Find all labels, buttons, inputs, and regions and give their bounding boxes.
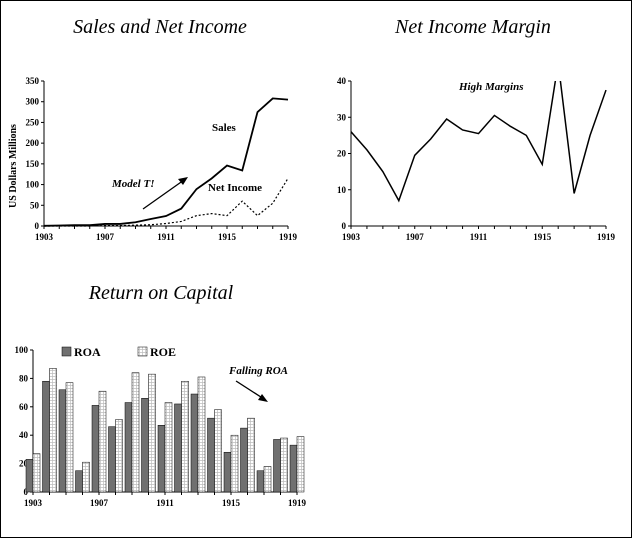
roe-bar bbox=[32, 453, 41, 493]
chart2-y-tick-label: 40 bbox=[337, 76, 347, 86]
chart3-y-tick-label: 40 bbox=[19, 430, 29, 440]
sales-line bbox=[43, 97, 289, 227]
roe-bar bbox=[296, 436, 305, 493]
roa-bar bbox=[141, 398, 149, 493]
chart2-y-tick-label: 20 bbox=[337, 149, 347, 159]
roe-bar bbox=[49, 368, 57, 493]
chart2-x-tick-label: 1919 bbox=[597, 232, 616, 242]
chart3-x-tick-label: 1903 bbox=[24, 498, 43, 508]
falling-roa-annotation: Falling ROA bbox=[228, 365, 288, 377]
roa-bar bbox=[75, 470, 83, 493]
chart1-y-tick-label: 50 bbox=[30, 200, 40, 210]
sales-label: Sales bbox=[212, 122, 237, 134]
roa-bar bbox=[223, 451, 232, 493]
chart1-y-tick-label: 0 bbox=[35, 221, 40, 231]
chart1-y-tick-label: 150 bbox=[26, 159, 40, 169]
roe-bar bbox=[98, 390, 107, 493]
net-income-label: Net Income bbox=[208, 182, 262, 194]
roa-bar bbox=[190, 393, 199, 493]
chart1-y-tick-label: 250 bbox=[26, 117, 40, 127]
roa-bar bbox=[240, 427, 248, 493]
legend-roe-swatch bbox=[137, 346, 148, 357]
chart1-y-axis-label: US Dollars Millions bbox=[8, 124, 19, 208]
chart1-x-tick-label: 1915 bbox=[218, 232, 237, 242]
net-income-line bbox=[44, 178, 289, 227]
chart2-y-tick-label: 30 bbox=[337, 112, 347, 122]
roa-bar bbox=[58, 389, 67, 493]
chart1-x-tick-label: 1903 bbox=[35, 232, 54, 242]
roe-bar bbox=[82, 461, 90, 493]
roa-bar bbox=[273, 439, 281, 493]
model-t-annotation: Model T! bbox=[111, 178, 154, 190]
chart3-x-tick-label: 1915 bbox=[222, 498, 241, 508]
chart2-x-tick-label: 1911 bbox=[470, 232, 488, 242]
chart3-x-tick-label: 1911 bbox=[156, 498, 174, 508]
chart1-y-tick-label: 300 bbox=[26, 97, 40, 107]
roa-bar bbox=[289, 444, 298, 493]
roe-bar bbox=[181, 380, 189, 493]
chart1-y-tick-label: 350 bbox=[26, 76, 40, 86]
chart3-x-tick-label: 1907 bbox=[90, 498, 109, 508]
chart2-x-tick-label: 1915 bbox=[533, 232, 552, 242]
roa-bar bbox=[108, 426, 116, 493]
roe-bar bbox=[115, 419, 123, 493]
legend-roa-swatch bbox=[61, 346, 72, 357]
chart3-title: Return on Capital bbox=[88, 282, 234, 304]
roe-bar bbox=[247, 417, 255, 493]
roe-bar bbox=[214, 409, 222, 493]
chart1-x-tick-label: 1907 bbox=[96, 232, 115, 242]
chart2-title: Net Income Margin bbox=[394, 16, 551, 38]
model-t-arrowhead bbox=[178, 177, 188, 185]
roa-bar bbox=[157, 425, 166, 493]
roa-bar bbox=[91, 405, 100, 493]
chart1-title: Sales and Net Income bbox=[73, 16, 247, 38]
roe-bar bbox=[280, 437, 288, 493]
roe-bar bbox=[197, 376, 206, 493]
legend-roe-label: ROE bbox=[150, 345, 176, 359]
chart2-x-tick-label: 1907 bbox=[406, 232, 425, 242]
roe-bar bbox=[148, 373, 156, 493]
chart1-x-tick-label: 1919 bbox=[279, 232, 298, 242]
roe-bar bbox=[230, 434, 239, 493]
chart2-x-tick-label: 1903 bbox=[342, 232, 361, 242]
high-margins-annotation: High Margins bbox=[458, 81, 524, 93]
chart3-x-tick-label: 1919 bbox=[288, 498, 307, 508]
roa-bar bbox=[124, 402, 133, 493]
model-t-arrow bbox=[142, 179, 185, 210]
roa-bar bbox=[25, 459, 34, 493]
roa-bar bbox=[42, 380, 50, 493]
roa-bar bbox=[174, 403, 182, 493]
margin-line bbox=[351, 81, 607, 203]
chart3-y-tick-label: 100 bbox=[15, 345, 29, 355]
chart3-y-tick-label: 20 bbox=[19, 459, 29, 469]
chart1-x-tick-label: 1911 bbox=[157, 232, 175, 242]
chart1-y-tick-label: 100 bbox=[26, 180, 40, 190]
falling-roa-arrowhead bbox=[258, 394, 268, 402]
roe-bar bbox=[164, 402, 173, 493]
roe-bar bbox=[65, 382, 74, 493]
chart3-y-tick-label: 60 bbox=[19, 402, 29, 412]
roa-bar bbox=[207, 417, 215, 493]
chart3-y-tick-label: 80 bbox=[19, 373, 29, 383]
falling-roa-arrow bbox=[235, 380, 265, 400]
chart2-y-tick-label: 10 bbox=[337, 185, 347, 195]
chart2-y-tick-label: 0 bbox=[342, 221, 347, 231]
roe-bar bbox=[131, 372, 140, 493]
roa-bar bbox=[256, 470, 265, 493]
roe-bar bbox=[263, 466, 272, 493]
chart1-y-tick-label: 200 bbox=[26, 138, 40, 148]
legend-roa-label: ROA bbox=[74, 345, 101, 359]
